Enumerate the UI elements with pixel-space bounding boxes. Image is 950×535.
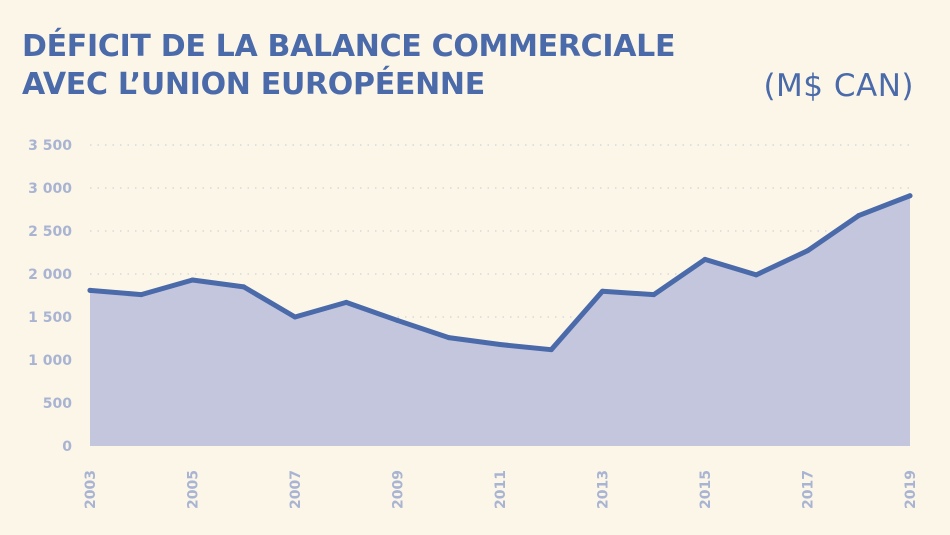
data-point	[190, 277, 195, 283]
data-point	[446, 335, 452, 341]
data-point	[87, 287, 93, 293]
data-point	[241, 284, 247, 290]
data-point	[548, 347, 554, 353]
data-point	[138, 292, 144, 298]
data-point	[856, 213, 862, 219]
y-tick-label: 0	[62, 439, 72, 455]
y-tick-label: 3 000	[28, 181, 72, 197]
unit-label: (M$ CAN)	[763, 68, 914, 104]
x-tick-label: 2013	[596, 470, 612, 509]
x-tick-label: 2017	[801, 470, 817, 509]
data-point	[651, 292, 657, 298]
y-tick-label: 3 500	[28, 138, 72, 154]
data-point	[343, 299, 349, 305]
x-tick-label: 2003	[83, 470, 99, 509]
x-tick-label: 2015	[698, 470, 714, 509]
x-tick-label: 2007	[288, 470, 304, 509]
y-tick-label: 500	[43, 396, 72, 412]
data-point	[702, 256, 708, 262]
chart-title: DÉFICIT DE LA BALANCE COMMERCIALE AVEC L…	[22, 28, 675, 104]
data-point	[805, 248, 810, 254]
y-tick-label: 1 000	[28, 353, 72, 369]
data-point	[395, 317, 400, 323]
chart-title-line-2: AVEC L’UNION EUROPÉENNE	[22, 67, 485, 102]
y-axis-ticks: 0 500 1 000 1 500 2 000 2 500 3 000 3 500	[28, 138, 72, 455]
plot-area	[87, 193, 913, 446]
chart-title-line-1: DÉFICIT DE LA BALANCE COMMERCIALE	[22, 29, 676, 64]
x-tick-label: 2009	[391, 470, 407, 509]
data-point	[292, 314, 298, 320]
area-fill	[90, 195, 910, 446]
y-tick-label: 2 000	[28, 267, 72, 283]
data-point	[497, 342, 503, 348]
data-point	[907, 193, 913, 199]
y-tick-label: 1 500	[28, 310, 72, 326]
x-tick-label: 2005	[186, 470, 202, 509]
x-axis-ticks: 2003 2005 2007 2009 2011 2013 2015 2017 2019	[83, 470, 919, 509]
data-point	[753, 272, 759, 278]
x-tick-label: 2011	[493, 470, 509, 509]
data-point	[600, 288, 605, 294]
x-tick-label: 2019	[903, 470, 919, 509]
y-tick-label: 2 500	[28, 224, 72, 240]
